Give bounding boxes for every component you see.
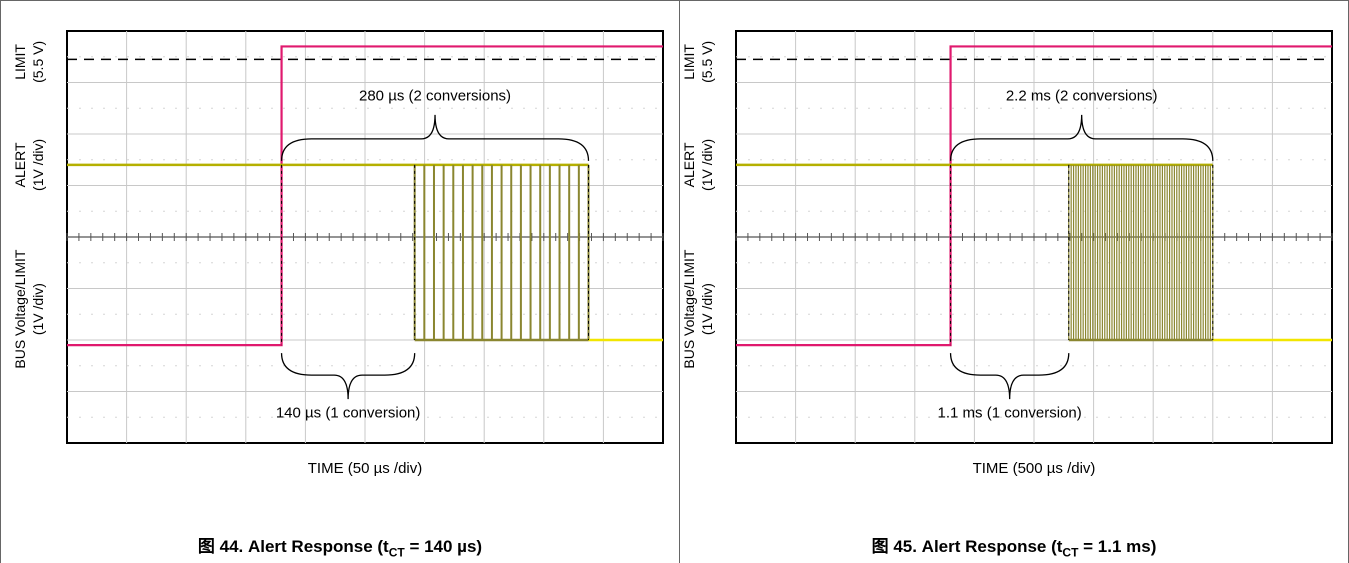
figure-44-panel: 280 µs (2 conversions) 140 µs (1 conversi… [0,0,680,563]
y-label-limit: LIMIT [12,44,28,80]
caption-text: 图 44. Alert Response (t [197,536,389,556]
y-label-bus-unit: (1V /div) [699,283,715,335]
figure-45-chart: 2.2 ms (2 conversions) 1.1 ms (1 conversi… [681,30,1333,477]
brace-top [280,114,590,161]
caption-text: 图 45. Alert Response (t [871,536,1063,556]
x-axis-label: TIME (50 µs /div) [308,460,423,477]
caption-subscript: CT [1062,545,1079,559]
y-label-limit-unit: (5.5 V) [30,41,46,83]
y-label-alert-unit: (1V /div) [30,139,46,191]
x-axis-label: TIME (500 µs /div) [973,460,1096,477]
y-label-bus: BUS Voltage/LIMIT [12,249,28,369]
y-label-bus-unit: (1V /div) [30,283,46,335]
figure-44-caption: 图 44. Alert Response (tCT = 140 µs) [1,532,679,559]
brace-bottom [949,353,1070,400]
brace-bottom [280,353,416,400]
figure-44-chart: 280 µs (2 conversions) 140 µs (1 conversi… [12,30,664,477]
figure-45-caption: 图 45. Alert Response (tCT = 1.1 ms) [680,532,1348,559]
y-label-bus: BUS Voltage/LIMIT [681,249,697,369]
caption-text-end: = 140 µs) [404,536,483,556]
annotation-bottom: 1.1 ms (1 conversion) [938,404,1082,421]
y-label-alert: ALERT [681,142,697,187]
annotation-top: 2.2 ms (2 conversions) [1006,88,1158,105]
y-label-limit: LIMIT [681,44,697,80]
caption-subscript: CT [388,545,405,559]
y-label-alert-unit: (1V /div) [699,139,715,191]
annotation-bottom: 140 µs (1 conversion) [276,404,421,421]
brace-top [949,114,1214,161]
annotation-top: 280 µs (2 conversions) [359,88,511,105]
y-label-limit-unit: (5.5 V) [699,41,715,83]
y-label-alert: ALERT [12,142,28,187]
caption-text-end: = 1.1 ms) [1078,536,1157,556]
figure-45-panel: 2.2 ms (2 conversions) 1.1 ms (1 conversi… [680,0,1349,563]
